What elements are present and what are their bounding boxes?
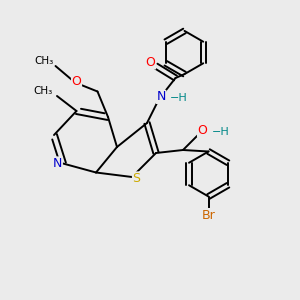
Text: S: S [133,172,140,185]
Text: N: N [156,90,166,104]
Text: O: O [146,56,155,69]
Text: N: N [53,157,62,170]
Text: CH₃: CH₃ [34,56,54,66]
Text: O: O [72,75,81,88]
Text: Br: Br [202,208,215,222]
Text: −H: −H [212,127,229,137]
Text: CH₃: CH₃ [34,85,53,96]
Text: −H: −H [170,93,188,103]
Text: O: O [198,124,207,137]
